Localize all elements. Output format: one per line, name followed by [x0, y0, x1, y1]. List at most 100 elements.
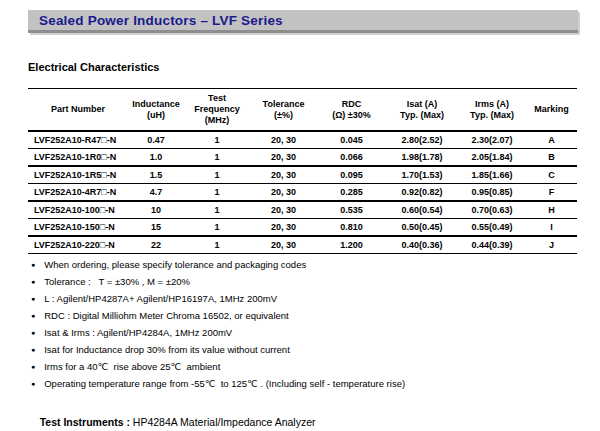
note-text: Operating temperature range from -55℃ to…: [44, 378, 405, 389]
cell-isat: 0.60(0.54): [386, 201, 458, 219]
col-header-marking: Marking: [526, 89, 577, 132]
cell-irms: 0.70(0.63): [458, 201, 526, 219]
col-header-inductance: Inductance (uH): [128, 89, 184, 132]
cell-rdc: 0.285: [317, 184, 386, 202]
cell-test-frequency: 1: [184, 131, 250, 149]
section-heading: Electrical Characteristics: [28, 61, 159, 73]
cell-part-number: LVF252A10-1R5□-N: [28, 166, 128, 184]
cell-isat: 1.98(1.78): [386, 149, 458, 167]
cell-test-frequency: 1: [184, 184, 250, 202]
cell-inductance: 10: [128, 201, 184, 219]
cell-rdc: 0.045: [317, 131, 386, 149]
cell-inductance: 4.7: [128, 184, 184, 202]
note-text: When ordering, please specify tolerance …: [44, 259, 306, 270]
cell-marking: F: [526, 184, 577, 202]
list-item: ● Tolerance : T = ±30% , M = ±20%: [31, 273, 405, 290]
cell-rdc: 0.810: [317, 219, 386, 237]
bullet-icon: ●: [31, 278, 35, 285]
cell-rdc: 0.066: [317, 149, 386, 167]
cell-test-frequency: 1: [184, 149, 250, 167]
list-item: ● L : Agilent/HP4287A+ Agilent/HP16197A,…: [31, 290, 405, 307]
cell-irms: 2.05(1.84): [458, 149, 526, 167]
cell-marking: C: [526, 166, 577, 184]
cell-tolerance: 20, 30: [250, 219, 317, 237]
cell-inductance: 0.47: [128, 131, 184, 149]
note-text: Tolerance : T = ±30% , M = ±20%: [44, 276, 190, 287]
cell-tolerance: 20, 30: [250, 201, 317, 219]
table-row: LVF252A10-100□-N 10 1 20, 30 0.535 0.60(…: [28, 201, 577, 219]
table-header-row: Part Number Inductance (uH) Test Frequen…: [28, 89, 577, 132]
cell-tolerance: 20, 30: [250, 149, 317, 167]
datasheet-page: Sealed Power Inductors – LVF Series Elec…: [0, 0, 600, 431]
test-instruments-value: HP4284A Material/Impedance Analyzer: [133, 416, 316, 428]
bullet-icon: ●: [31, 295, 35, 302]
cell-rdc: 0.535: [317, 201, 386, 219]
cell-irms: 0.95(0.85): [458, 184, 526, 202]
cell-rdc: 0.095: [317, 166, 386, 184]
cell-marking: A: [526, 131, 577, 149]
cell-isat: 2.80(2.52): [386, 131, 458, 149]
col-header-tolerance: Tolerance (±%): [250, 89, 317, 132]
list-item: ● Isat for Inductance drop 30% from its …: [31, 341, 405, 358]
bullet-icon: ●: [31, 329, 35, 336]
list-item: ● Isat & Irms : Agilent/HP4284A, 1MHz 20…: [31, 324, 405, 341]
note-text: Isat & Irms : Agilent/HP4284A, 1MHz 200m…: [44, 327, 232, 338]
cell-irms: 2.30(2.07): [458, 131, 526, 149]
table-row: LVF252A10-4R7□-N 4.7 1 20, 30 0.285 0.92…: [28, 184, 577, 202]
cell-marking: B: [526, 149, 577, 167]
cell-inductance: 22: [128, 236, 184, 254]
cell-irms: 0.44(0.39): [458, 236, 526, 254]
col-header-isat: Isat (A) Typ. (Max): [386, 89, 458, 132]
cell-test-frequency: 1: [184, 219, 250, 237]
cell-marking: J: [526, 236, 577, 254]
bullet-icon: ●: [31, 380, 35, 387]
cell-isat: 0.40(0.36): [386, 236, 458, 254]
bullet-icon: ●: [31, 363, 35, 370]
col-header-part-number: Part Number: [28, 89, 128, 132]
note-text: RDC : Digital Milliohm Meter Chroma 1650…: [44, 310, 288, 321]
cell-isat: 0.92(0.82): [386, 184, 458, 202]
table-row: LVF252A10-1R5□-N 1.5 1 20, 30 0.095 1.70…: [28, 166, 577, 184]
cell-part-number: LVF252A10-100□-N: [28, 201, 128, 219]
table-row: LVF252A10-150□-N 15 1 20, 30 0.810 0.50(…: [28, 219, 577, 237]
note-text: Irms for a 40℃ rise above 25℃ ambient: [44, 361, 220, 372]
cell-marking: I: [526, 219, 577, 237]
cell-test-frequency: 1: [184, 201, 250, 219]
cell-tolerance: 20, 30: [250, 236, 317, 254]
list-item: ● Irms for a 40℃ rise above 25℃ ambient: [31, 358, 405, 375]
series-title-bar: Sealed Power Inductors – LVF Series: [28, 10, 578, 33]
cell-test-frequency: 1: [184, 166, 250, 184]
bullet-icon: ●: [31, 346, 35, 353]
bullet-icon: ●: [31, 261, 35, 268]
cell-part-number: LVF252A10-4R7□-N: [28, 184, 128, 202]
col-header-rdc: RDC (Ω) ±30%: [317, 89, 386, 132]
cell-part-number: LVF252A10-1R0□-N: [28, 149, 128, 167]
cell-tolerance: 20, 30: [250, 166, 317, 184]
cell-marking: H: [526, 201, 577, 219]
col-header-irms: Irms (A) Typ. (Max): [458, 89, 526, 132]
notes-list: ● When ordering, please specify toleranc…: [31, 256, 405, 392]
col-header-test-frequency: Test Frequency (MHz): [184, 89, 250, 132]
table-row: LVF252A10-1R0□-N 1.0 1 20, 30 0.066 1.98…: [28, 149, 577, 167]
list-item: ● When ordering, please specify toleranc…: [31, 256, 405, 273]
cell-test-frequency: 1: [184, 236, 250, 254]
test-instruments-label: Test Instruments :: [40, 416, 133, 428]
cell-irms: 0.55(0.49): [458, 219, 526, 237]
cell-rdc: 1.200: [317, 236, 386, 254]
cell-part-number: LVF252A10-150□-N: [28, 219, 128, 237]
note-text: L : Agilent/HP4287A+ Agilent/HP16197A, 1…: [44, 293, 277, 304]
list-item: ● Operating temperature range from -55℃ …: [31, 375, 405, 392]
cell-inductance: 1.5: [128, 166, 184, 184]
cell-isat: 1.70(1.53): [386, 166, 458, 184]
cell-isat: 0.50(0.45): [386, 219, 458, 237]
list-item: ● RDC : Digital Milliohm Meter Chroma 16…: [31, 307, 405, 324]
table-row: LVF252A10-220□-N 22 1 20, 30 1.200 0.40(…: [28, 236, 577, 254]
note-text: Isat for Inductance drop 30% from its va…: [44, 344, 290, 355]
cell-tolerance: 20, 30: [250, 184, 317, 202]
table-row: LVF252A10-R47□-N 0.47 1 20, 30 0.045 2.8…: [28, 131, 577, 149]
cell-part-number: LVF252A10-220□-N: [28, 236, 128, 254]
page-title: Sealed Power Inductors – LVF Series: [28, 13, 283, 28]
electrical-characteristics-table: Part Number Inductance (uH) Test Frequen…: [28, 88, 577, 254]
cell-tolerance: 20, 30: [250, 131, 317, 149]
bullet-icon: ●: [31, 312, 35, 319]
